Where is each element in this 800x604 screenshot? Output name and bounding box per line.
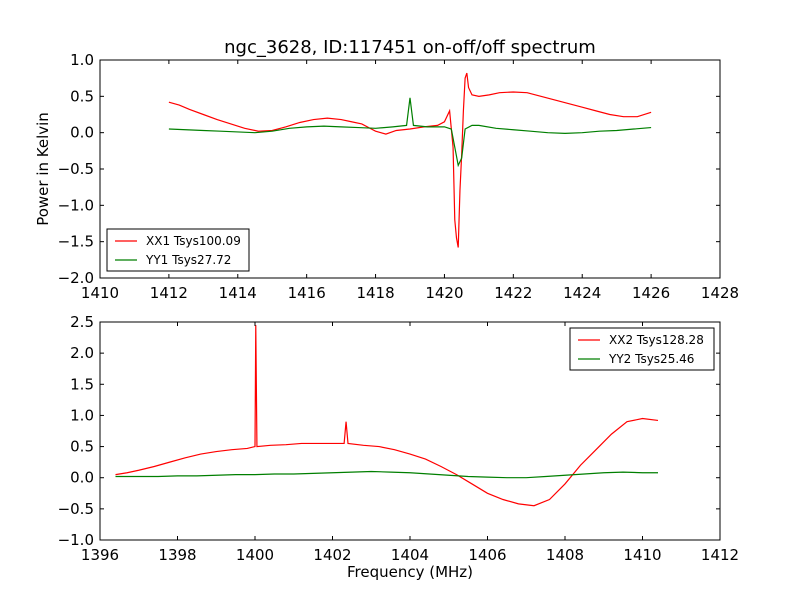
chart-title: ngc_3628, ID:117451 on-off/off spectrum [224, 37, 596, 58]
x-tick-label: 1418 [356, 284, 394, 302]
x-tick-label: 1402 [313, 546, 351, 564]
x-tick-label: 1428 [701, 284, 739, 302]
y-tick-label: −0.5 [58, 160, 94, 178]
y-tick-label: −1.5 [58, 233, 94, 251]
legend-box [106, 228, 250, 272]
y-tick-label: 0.5 [70, 87, 94, 105]
x-tick-label: 1410 [623, 546, 661, 564]
panel-2: 1396 1398 1400 1402 1404 1406 1408 1410 1412 2.5 2… [58, 313, 740, 581]
legend-box [569, 327, 715, 371]
y-tick-label: 2.0 [70, 344, 94, 362]
x-tick-label: 1396 [81, 546, 119, 564]
x-tick-label: 1410 [81, 284, 119, 302]
x-tick-label: 1412 [701, 546, 739, 564]
legend-entry: XX2 Tsys128.28 [609, 333, 704, 347]
series-line-yy1 [168, 97, 652, 168]
y-tick-label: 2.5 [70, 313, 94, 331]
y-tick-label: −2.0 [58, 269, 94, 287]
x-tick-label: 1416 [288, 284, 326, 302]
y-tick-label: −0.5 [58, 500, 94, 518]
x-tick-label: 1398 [158, 546, 196, 564]
x-tick-label: 1412 [150, 284, 188, 302]
legend: XX1 Tsys100.09 YY1 Tsys27.72 [106, 228, 250, 272]
legend-entry: XX1 Tsys100.09 [146, 234, 241, 248]
series-line-yy2 [115, 470, 658, 479]
x-tick-label: 1420 [425, 284, 463, 302]
legend-entry: YY2 Tsys25.46 [608, 352, 694, 366]
x-tick-label: 1404 [391, 546, 429, 564]
y-tick-label: 1.0 [70, 406, 94, 424]
x-tick-label: 1408 [546, 546, 584, 564]
x-axis-label: Frequency (MHz) [347, 563, 473, 581]
y-tick-label: 0.0 [70, 469, 94, 487]
x-tick-label: 1406 [468, 546, 506, 564]
x-tick-label: 1424 [563, 284, 601, 302]
y-tick-label: 1.0 [70, 51, 94, 69]
y-tick-label: 0.5 [70, 438, 94, 456]
y-tick-label: −1.0 [58, 196, 94, 214]
series-line-xx1 [168, 72, 652, 248]
x-tick-label: 1400 [236, 546, 274, 564]
x-tick-label: 1422 [494, 284, 532, 302]
legend: XX2 Tsys128.28 YY2 Tsys25.46 [569, 327, 715, 371]
x-tick-label: 1426 [632, 284, 670, 302]
legend-entry: YY1 Tsys27.72 [145, 253, 231, 267]
series-line-xx2 [115, 325, 659, 507]
y-tick-label: 0.0 [70, 124, 94, 142]
y-tick-label: 1.5 [70, 375, 94, 393]
y-axis-label: Power in Kelvin [34, 112, 52, 226]
y-tick-label: −1.0 [58, 531, 94, 549]
panel-1: 1410 1412 1414 1416 1418 1420 1422 1424 1426 1428… [34, 51, 739, 302]
x-tick-label: 1414 [219, 284, 257, 302]
